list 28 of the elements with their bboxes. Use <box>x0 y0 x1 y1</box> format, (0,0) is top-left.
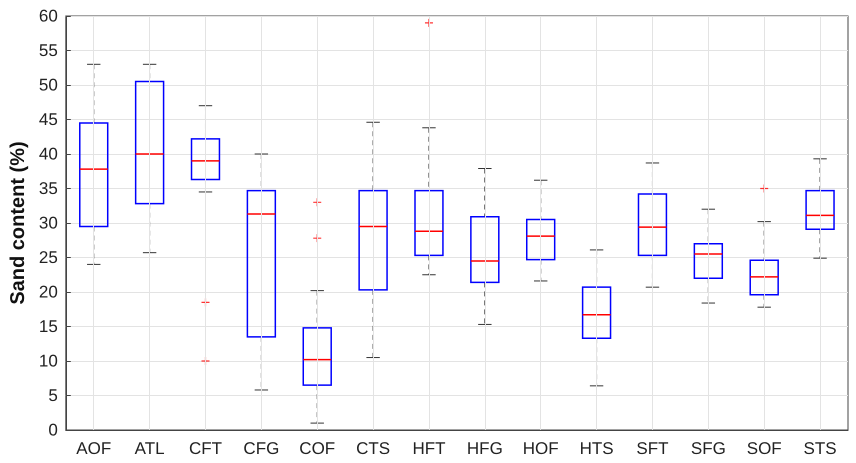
y-tick-label: 5 <box>48 386 58 405</box>
x-tick-label: SFG <box>690 439 726 458</box>
y-tick-label: 30 <box>38 214 58 232</box>
y-tick-label: 55 <box>38 41 58 60</box>
y-tick-label: 60 <box>38 6 58 26</box>
x-tick-label: SFT <box>636 439 669 458</box>
x-tick-label: COF <box>299 439 336 458</box>
x-tick-label: HFT <box>412 439 446 458</box>
y-tick-label: 20 <box>38 282 58 302</box>
y-tick-label: 45 <box>38 110 58 129</box>
y-tick-label: 0 <box>48 420 58 440</box>
x-tick-label: CFG <box>243 439 280 458</box>
y-axis-title: Sand content (%) <box>7 141 29 305</box>
x-tick-label: HFG <box>466 439 503 458</box>
x-tick-label: HOF <box>522 439 559 458</box>
x-tick-label: STS <box>804 439 837 458</box>
x-tick-label: CTS <box>356 439 390 458</box>
x-tick-label: ATL <box>134 439 165 458</box>
x-tick-label: AOF <box>76 439 112 458</box>
x-tick-label: SOF <box>746 439 782 458</box>
x-tick-label: CFT <box>188 439 222 458</box>
y-tick-label: 15 <box>38 317 58 336</box>
y-tick-label: 40 <box>38 144 58 164</box>
y-tick-label: 35 <box>38 179 58 198</box>
x-tick-label: HTS <box>580 439 614 458</box>
y-tick-label: 10 <box>38 352 58 370</box>
y-tick-label: 50 <box>38 76 58 94</box>
y-tick-label: 25 <box>38 248 58 267</box>
